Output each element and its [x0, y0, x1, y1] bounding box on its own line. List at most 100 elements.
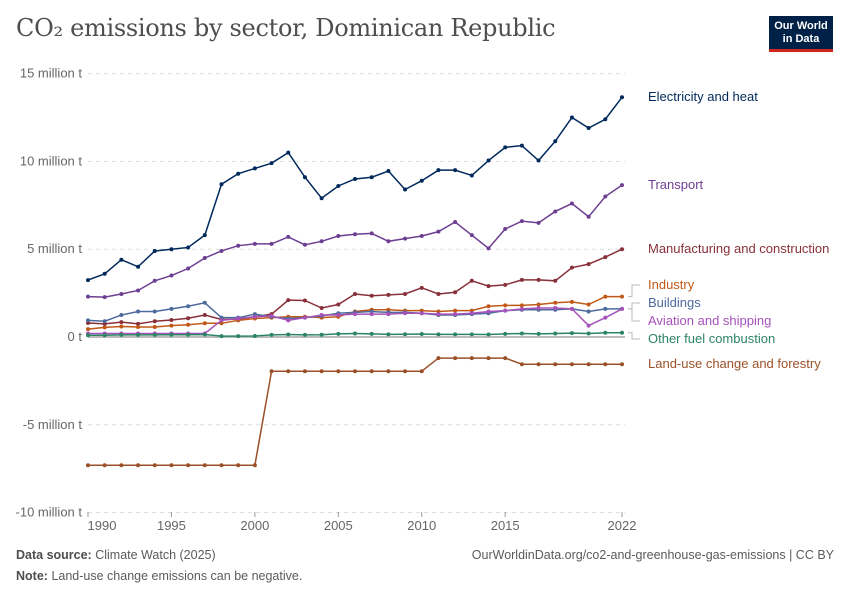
data-point — [102, 295, 107, 300]
data-point — [403, 291, 408, 296]
data-point — [436, 229, 441, 234]
x-tick-label: 2015 — [491, 518, 520, 533]
data-point — [152, 324, 157, 329]
label-connector — [628, 332, 640, 340]
data-point — [236, 334, 241, 339]
data-point — [302, 369, 307, 374]
data-point — [536, 158, 541, 163]
data-point — [436, 356, 441, 361]
data-point — [219, 318, 224, 323]
series-label[interactable]: Other fuel combustion — [648, 331, 775, 346]
data-point — [586, 309, 591, 314]
data-point — [353, 232, 357, 237]
data-point — [519, 277, 524, 282]
data-point — [302, 332, 307, 337]
data-point — [369, 331, 374, 336]
data-point — [319, 306, 324, 311]
data-point — [386, 369, 391, 374]
data-point — [453, 168, 458, 173]
data-point — [386, 292, 391, 297]
note-text: Land-use change emissions can be negativ… — [51, 569, 303, 583]
source-url[interactable]: OurWorldinData.org/co2-and-greenhouse-ga… — [471, 548, 834, 562]
data-point — [169, 323, 174, 328]
data-point — [486, 158, 491, 163]
data-point — [536, 302, 541, 307]
y-tick-label: 5 million t — [27, 241, 82, 256]
x-tick-label: 1995 — [157, 518, 186, 533]
data-point — [202, 255, 207, 260]
data-point — [620, 294, 624, 299]
data-point — [519, 331, 524, 336]
data-point — [503, 303, 508, 308]
data-point — [586, 302, 591, 307]
data-point — [286, 234, 291, 239]
data-point — [302, 242, 307, 247]
data-point — [102, 319, 107, 324]
data-point — [603, 306, 608, 311]
data-point — [603, 255, 608, 260]
data-point — [152, 248, 157, 253]
series-label[interactable]: Land-use change and forestry — [648, 356, 821, 371]
series-label[interactable]: Buildings — [648, 295, 701, 310]
source-text[interactable]: Climate Watch (2025) — [95, 548, 216, 562]
data-point — [286, 332, 291, 337]
data-point — [586, 362, 591, 367]
data-point — [219, 321, 224, 326]
data-point — [586, 126, 591, 131]
chart-title: CO₂ emissions by sector, Dominican Repub… — [16, 14, 556, 42]
data-point — [586, 331, 591, 336]
data-point — [353, 369, 357, 374]
data-point — [286, 298, 291, 303]
data-point — [136, 332, 141, 337]
data-point — [386, 332, 391, 337]
data-point — [219, 248, 224, 253]
data-point — [386, 169, 391, 174]
data-point — [519, 362, 524, 367]
y-tick-label: 15 million t — [20, 66, 83, 81]
data-point — [569, 115, 574, 120]
data-point — [119, 313, 124, 318]
data-point — [503, 331, 508, 336]
data-point — [586, 262, 591, 267]
data-point — [202, 300, 207, 305]
data-point — [503, 145, 508, 150]
owid-logo[interactable]: Our World in Data — [769, 16, 833, 52]
data-point — [369, 312, 374, 317]
data-point — [603, 117, 608, 122]
data-point — [419, 311, 424, 316]
data-point — [119, 320, 124, 325]
y-tick-label: -5 million t — [23, 417, 83, 432]
x-tick-label: 2000 — [240, 518, 269, 533]
series-label[interactable]: Manufacturing and construction — [648, 241, 829, 256]
data-point — [369, 369, 374, 374]
series-label[interactable]: Industry — [648, 277, 695, 292]
data-point — [202, 313, 207, 318]
data-point — [469, 356, 474, 361]
data-point — [553, 362, 558, 367]
data-point — [403, 236, 408, 241]
series-label[interactable]: Electricity and heat — [648, 89, 758, 104]
data-point — [403, 332, 408, 337]
data-point — [336, 313, 341, 318]
data-point — [252, 166, 257, 171]
data-point — [236, 243, 241, 248]
data-point — [453, 356, 458, 361]
data-point — [419, 234, 424, 239]
data-point — [186, 316, 191, 321]
data-point — [386, 312, 391, 317]
data-point — [219, 182, 224, 187]
series-line-electricity-and-heat — [87, 96, 623, 281]
data-point — [536, 362, 541, 367]
data-point — [486, 246, 491, 251]
data-point — [269, 313, 274, 318]
data-point — [152, 319, 157, 324]
series-label[interactable]: Aviation and shipping — [648, 313, 771, 328]
data-point — [236, 463, 241, 468]
data-point — [419, 369, 424, 374]
data-point — [469, 278, 474, 283]
data-point — [586, 323, 591, 328]
data-point — [403, 187, 408, 192]
series-label[interactable]: Transport — [648, 177, 704, 192]
y-tick-label: -10 million t — [16, 505, 83, 520]
data-point — [236, 171, 241, 176]
